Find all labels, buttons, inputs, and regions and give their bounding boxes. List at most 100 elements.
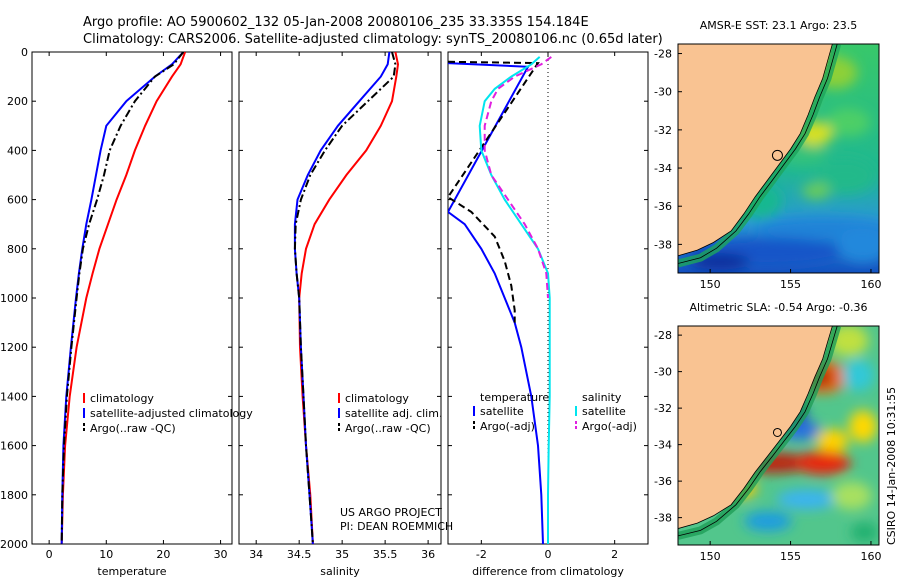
depth-tick-label: 400: [7, 144, 28, 157]
legend-title-temperature: temperature: [480, 391, 549, 404]
salinity-x-tick-label: 35.5: [373, 548, 398, 561]
map-x-tick-label: 150: [700, 278, 721, 291]
map-x-tick-label: 160: [860, 550, 881, 563]
difference-x-tick-label: -2: [476, 548, 487, 561]
temperature-x-tick-label: 10: [99, 548, 113, 561]
temperature-x-tick-label: 0: [46, 548, 53, 561]
map-y-tick-label: -30: [654, 366, 672, 379]
map-y-tick-label: -36: [654, 200, 672, 213]
map-y-tick-label: -28: [654, 48, 672, 61]
map-y-tick-label: -38: [654, 238, 672, 251]
depth-tick-label: 2000: [0, 538, 28, 551]
anomaly-blob: [848, 410, 877, 443]
depth-tick-label: 1800: [0, 489, 28, 502]
difference-profile-panel: -2 0 2 difference from climatology temperatu…: [447, 51, 649, 578]
anomaly-blob: [816, 428, 849, 453]
map-x-tick-label: 150: [700, 550, 721, 563]
map-y-tick-label: -32: [654, 402, 672, 415]
salinity-x-tick-label: 36: [421, 548, 435, 561]
map-y-tick-label: -36: [654, 475, 672, 488]
temperature-legend-label: Argo(..raw -QC): [90, 422, 176, 435]
difference-x-tick-label: 0: [545, 548, 552, 561]
salinity-profile-panel: 34 34.5 35 35.5 36 salinity climatology satelli…: [238, 51, 442, 578]
salinity-legend-label: satellite adj. clim.: [345, 407, 442, 420]
temperature-series-argo: [60, 52, 185, 544]
sla_map-frame: [677, 325, 880, 546]
anomaly-blob: [842, 359, 875, 392]
difference-series-salinity_satellite: [478, 56, 551, 544]
coastline: [678, 326, 833, 529]
salinity-legend-label: Argo(..raw -QC): [345, 422, 431, 435]
header-line-1: Argo profile: AO 5900602_132 05-Jan-2008…: [83, 15, 589, 30]
depth-tick-label: 1400: [0, 390, 28, 403]
salinity-x-tick-label: 35: [335, 548, 349, 561]
map-y-tick-label: -38: [654, 512, 672, 525]
map-y-tick-label: -28: [654, 329, 672, 342]
map-x-tick-label: 160: [860, 278, 881, 291]
land-mass: [678, 44, 833, 273]
map-y-tick-label: -30: [654, 86, 672, 99]
sla-map-panel: 150 155 160 -28 -30 -32 -34 -36 -38 Altimetric SL…: [654, 301, 881, 563]
temperature-legend-label: climatology: [90, 392, 154, 405]
map-x-tick-label: 155: [780, 278, 801, 291]
sla_map-field: [678, 326, 879, 545]
sst-map-panel: 150 155 160 -28 -30 -32 -34 -36 -38 AMSR-E SST: 2…: [654, 19, 881, 291]
temperature-series-satellite: [60, 52, 185, 544]
sst_map-field: [678, 44, 879, 273]
credit-side-stamp: CSIRO 14-Jan-2008 10:31:55: [885, 387, 898, 545]
anomaly-blob: [850, 522, 879, 543]
isobath-contour: [678, 44, 838, 264]
anomaly-blob: [826, 108, 871, 137]
sla_map-title: Altimetric SLA: -0.54 Argo: -0.36: [690, 301, 868, 314]
credit-project: US ARGO PROJECT: [340, 506, 442, 519]
isobath-contour: [678, 326, 838, 537]
depth-tick-label: 1000: [0, 292, 28, 305]
coastline: [678, 44, 833, 257]
depth-tick-label: 0: [21, 46, 28, 59]
depth-tick-label: 600: [7, 194, 28, 207]
sst_map-frame: [677, 43, 880, 274]
difference-x-tick-label: 2: [611, 548, 618, 561]
anomaly-blob: [794, 450, 851, 475]
salinity-series-argo: [293, 52, 397, 544]
legend-label: satellite: [582, 405, 626, 418]
salinity-x-axis-label: salinity: [320, 565, 360, 578]
salinity-x-tick-label: 34.5: [287, 548, 312, 561]
difference-x-axis-label: difference from climatology: [472, 565, 624, 578]
anomaly-blob: [815, 157, 876, 194]
temperature-x-axis-label: temperature: [97, 565, 166, 578]
temperature-x-tick-label: 30: [214, 548, 228, 561]
salinity-series-climatology: [298, 52, 400, 544]
difference-series-salinity_argo: [483, 56, 552, 299]
map-y-tick-label: -32: [654, 124, 672, 137]
salinity-axes-frame: [238, 51, 442, 545]
anomaly-blob: [802, 182, 831, 199]
anomaly-blob: [744, 511, 793, 532]
credit-pi: PI: DEAN ROEMMICH: [340, 520, 453, 533]
map-x-tick-label: 155: [780, 550, 801, 563]
temperature-profile-panel: 0 10 20 30 0 200 400 600 800 1000 1200 1400 1600 1800…: [0, 46, 253, 578]
float-position-marker: [772, 427, 782, 437]
legend-label: Argo(-adj): [480, 420, 535, 433]
sst_map-title: AMSR-E SST: 23.1 Argo: 23.5: [700, 19, 858, 32]
depth-tick-label: 800: [7, 243, 28, 256]
depth-tick-label: 200: [7, 95, 28, 108]
anomaly-blob: [836, 226, 879, 263]
anomaly-blob: [776, 489, 837, 510]
legend-title-salinity: salinity: [582, 391, 622, 404]
legend-label: satellite: [480, 405, 524, 418]
header-line-2: Climatology: CARS2006. Satellite-adjuste…: [83, 32, 663, 47]
salinity-x-tick-label: 34: [249, 548, 263, 561]
float-position-marker: [771, 149, 783, 161]
difference-series-satellite: [448, 62, 544, 544]
anomaly-blob: [831, 481, 872, 510]
temperature-legend-label: satellite-adjusted climatology: [90, 407, 253, 420]
depth-tick-label: 1200: [0, 341, 28, 354]
temperature-x-tick-label: 20: [156, 548, 170, 561]
legend-label: Argo(-adj): [582, 420, 637, 433]
map-y-tick-label: -34: [654, 439, 672, 452]
salinity-legend-label: climatology: [345, 392, 409, 405]
difference-series-argo: [448, 60, 540, 323]
land-mass: [678, 326, 833, 545]
